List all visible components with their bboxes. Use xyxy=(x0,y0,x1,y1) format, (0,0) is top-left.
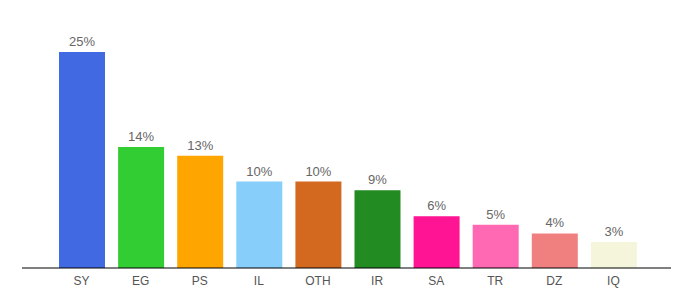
svg-text:9%: 9% xyxy=(368,172,387,187)
svg-text:25%: 25% xyxy=(69,34,95,49)
svg-text:10%: 10% xyxy=(246,164,272,179)
svg-text:TR: TR xyxy=(487,274,503,288)
svg-text:SY: SY xyxy=(74,274,90,288)
svg-text:IQ: IQ xyxy=(607,274,620,288)
svg-text:EG: EG xyxy=(132,274,149,288)
svg-text:3%: 3% xyxy=(605,224,624,239)
svg-text:13%: 13% xyxy=(187,138,213,153)
svg-text:10%: 10% xyxy=(305,164,331,179)
svg-text:PS: PS xyxy=(192,274,208,288)
svg-text:IL: IL xyxy=(254,274,264,288)
svg-text:4%: 4% xyxy=(545,215,564,230)
svg-text:SA: SA xyxy=(428,274,444,288)
svg-text:14%: 14% xyxy=(128,129,154,144)
svg-text:6%: 6% xyxy=(427,198,446,213)
svg-text:5%: 5% xyxy=(486,207,505,222)
svg-text:OTH: OTH xyxy=(305,274,330,288)
svg-text:IR: IR xyxy=(371,274,383,288)
svg-text:DZ: DZ xyxy=(546,274,562,288)
